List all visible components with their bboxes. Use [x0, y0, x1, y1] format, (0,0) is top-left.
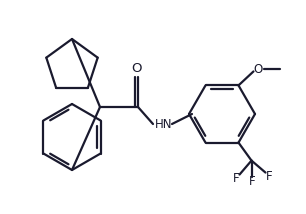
Text: F: F: [233, 172, 240, 185]
Text: F: F: [249, 175, 256, 188]
Text: F: F: [266, 170, 273, 183]
Text: O: O: [132, 61, 142, 74]
Text: HN: HN: [155, 117, 173, 131]
Text: O: O: [254, 63, 263, 76]
